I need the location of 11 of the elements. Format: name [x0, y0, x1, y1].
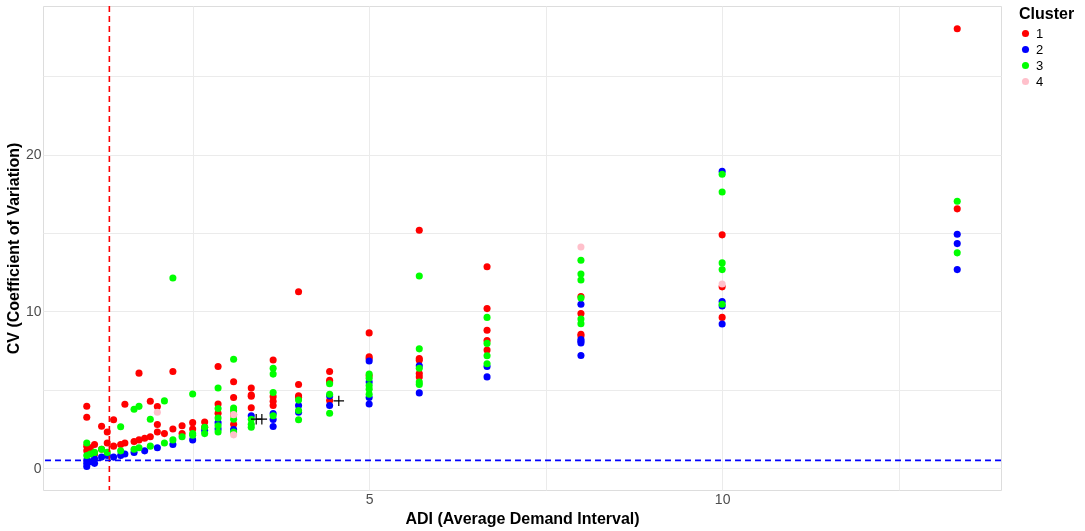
- legend-label: 4: [1036, 73, 1044, 89]
- y-tick-label: 0: [33, 459, 42, 476]
- legend-label: 2: [1036, 41, 1044, 57]
- legend-label: 3: [1036, 57, 1044, 73]
- legend-label: 1: [1036, 25, 1044, 41]
- x-axis-title: ADI (Average Demand Interval): [405, 509, 640, 527]
- legend-title: Cluster: [1019, 5, 1075, 22]
- y-tick-label: 20: [25, 146, 42, 163]
- x-tick-label: 5: [365, 490, 374, 507]
- y-axis-title: CV (Coefficient of Variation): [4, 142, 22, 355]
- y-tick-label: 10: [25, 302, 42, 319]
